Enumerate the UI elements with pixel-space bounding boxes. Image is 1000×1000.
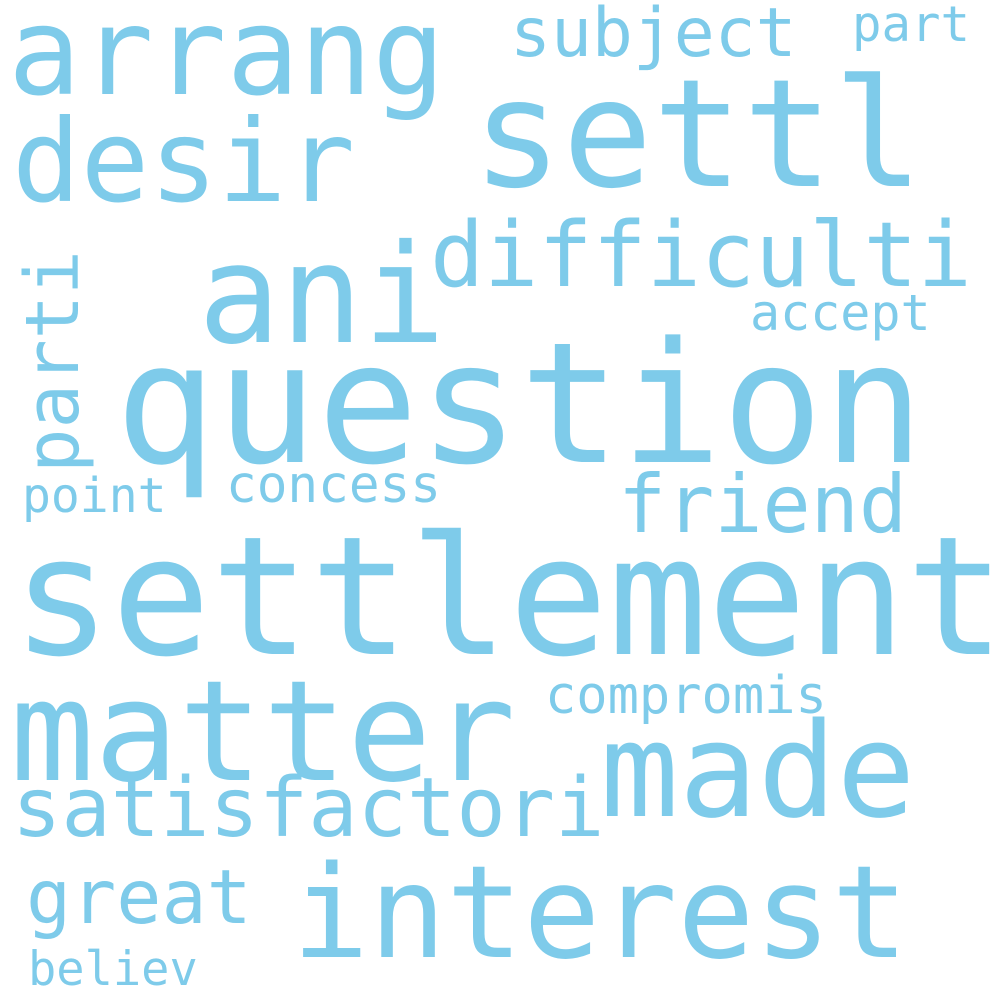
word-settl: settl: [472, 48, 924, 222]
word-desir: desir: [12, 95, 356, 228]
word-interest: interest: [292, 839, 909, 988]
word-satisfactori: satisfactori: [12, 761, 605, 856]
word-settlement: settlement: [12, 501, 1000, 693]
word-parti: parti: [10, 250, 96, 473]
word-made: made: [600, 694, 916, 847]
word-difficulti: difficulti: [430, 203, 972, 308]
word-matter: matter: [10, 651, 516, 814]
word-question: question: [115, 306, 925, 502]
word-arrang: arrang: [8, 0, 446, 123]
word-ani: ani: [198, 216, 446, 375]
word-subject: subject: [510, 0, 797, 73]
word-concess: concess: [226, 456, 441, 515]
word-accept: accept: [750, 284, 931, 342]
word-point: point: [22, 468, 167, 524]
word-great: great: [26, 853, 252, 941]
word-compromis: compromis: [545, 666, 827, 726]
word-part: part: [852, 0, 971, 53]
word-believ: believ: [28, 942, 198, 997]
word-friend: friend: [618, 458, 907, 551]
